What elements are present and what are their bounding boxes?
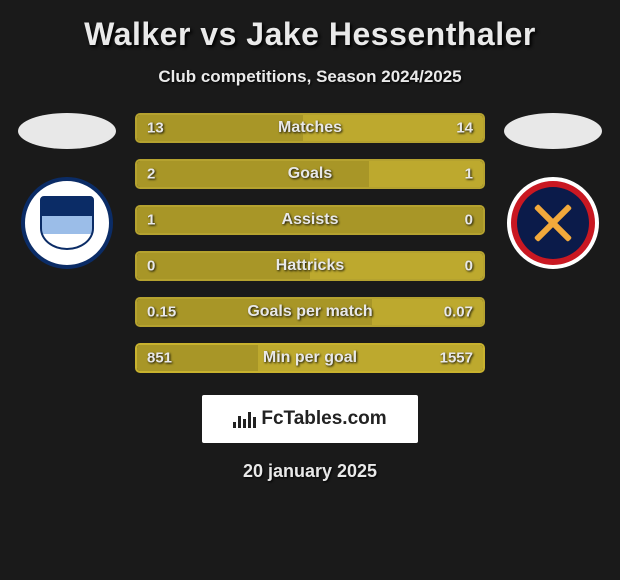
stat-bar: 1 0 Assists (135, 205, 485, 235)
brand-text: FcTables.com (261, 408, 386, 430)
bar-fill-left (137, 161, 369, 187)
subtitle: Club competitions, Season 2024/2025 (10, 67, 610, 87)
club-badge-right (507, 177, 599, 269)
value-right: 14 (456, 120, 473, 137)
value-left: 13 (147, 120, 164, 137)
page-title: Walker vs Jake Hessenthaler (10, 16, 610, 53)
stat-bar: 851 1557 Min per goal (135, 343, 485, 373)
bar-label: Goals (288, 165, 332, 183)
stat-bar: 0 0 Hattricks (135, 251, 485, 281)
date-text: 20 january 2025 (10, 461, 610, 482)
comparison-bars: 13 14 Matches 2 1 Goals 1 0 Assists 0 0 Hattricks 0.… (135, 113, 485, 389)
brand-box: FcTables.com (202, 395, 418, 443)
left-side (17, 113, 117, 269)
value-right: 0 (465, 258, 473, 275)
player-left-avatar (18, 113, 116, 149)
value-left: 2 (147, 166, 155, 183)
value-right: 1557 (440, 350, 473, 367)
value-right: 0.07 (444, 304, 473, 321)
hammers-icon (530, 200, 576, 246)
player-right-avatar (504, 113, 602, 149)
value-right: 0 (465, 212, 473, 229)
bar-label: Goals per match (247, 303, 372, 321)
value-left: 1 (147, 212, 155, 229)
stat-bar: 0.15 0.07 Goals per match (135, 297, 485, 327)
stat-bar: 2 1 Goals (135, 159, 485, 189)
chart-icon (233, 410, 255, 428)
stat-bar: 13 14 Matches (135, 113, 485, 143)
value-left: 0.15 (147, 304, 176, 321)
infographic-root: Walker vs Jake Hessenthaler Club competi… (0, 0, 620, 482)
bar-label: Min per goal (263, 349, 357, 367)
main-area: 13 14 Matches 2 1 Goals 1 0 Assists 0 0 Hattricks 0.… (10, 113, 610, 389)
value-left: 0 (147, 258, 155, 275)
value-left: 851 (147, 350, 172, 367)
shield-icon (40, 196, 94, 250)
bar-label: Assists (282, 211, 339, 229)
right-side (503, 113, 603, 269)
bar-label: Hattricks (276, 257, 344, 275)
bar-label: Matches (278, 119, 342, 137)
value-right: 1 (465, 166, 473, 183)
club-badge-left (21, 177, 113, 269)
